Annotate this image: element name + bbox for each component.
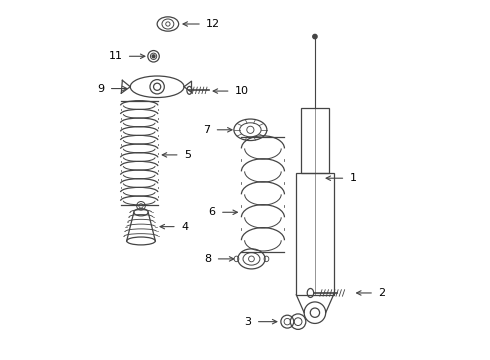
Text: 1: 1 xyxy=(350,173,357,183)
Text: 2: 2 xyxy=(378,288,386,298)
Text: 9: 9 xyxy=(98,84,104,94)
Text: 6: 6 xyxy=(209,207,216,217)
Text: 12: 12 xyxy=(206,19,220,29)
Bar xyxy=(296,173,334,295)
Text: 3: 3 xyxy=(245,317,251,327)
Circle shape xyxy=(152,55,155,58)
Text: 5: 5 xyxy=(184,150,191,160)
Circle shape xyxy=(313,35,317,39)
Bar xyxy=(301,108,329,173)
Text: 10: 10 xyxy=(235,86,249,96)
Text: 7: 7 xyxy=(203,125,210,135)
Text: 11: 11 xyxy=(108,51,122,61)
Text: 4: 4 xyxy=(181,222,188,231)
Text: 8: 8 xyxy=(204,254,211,264)
